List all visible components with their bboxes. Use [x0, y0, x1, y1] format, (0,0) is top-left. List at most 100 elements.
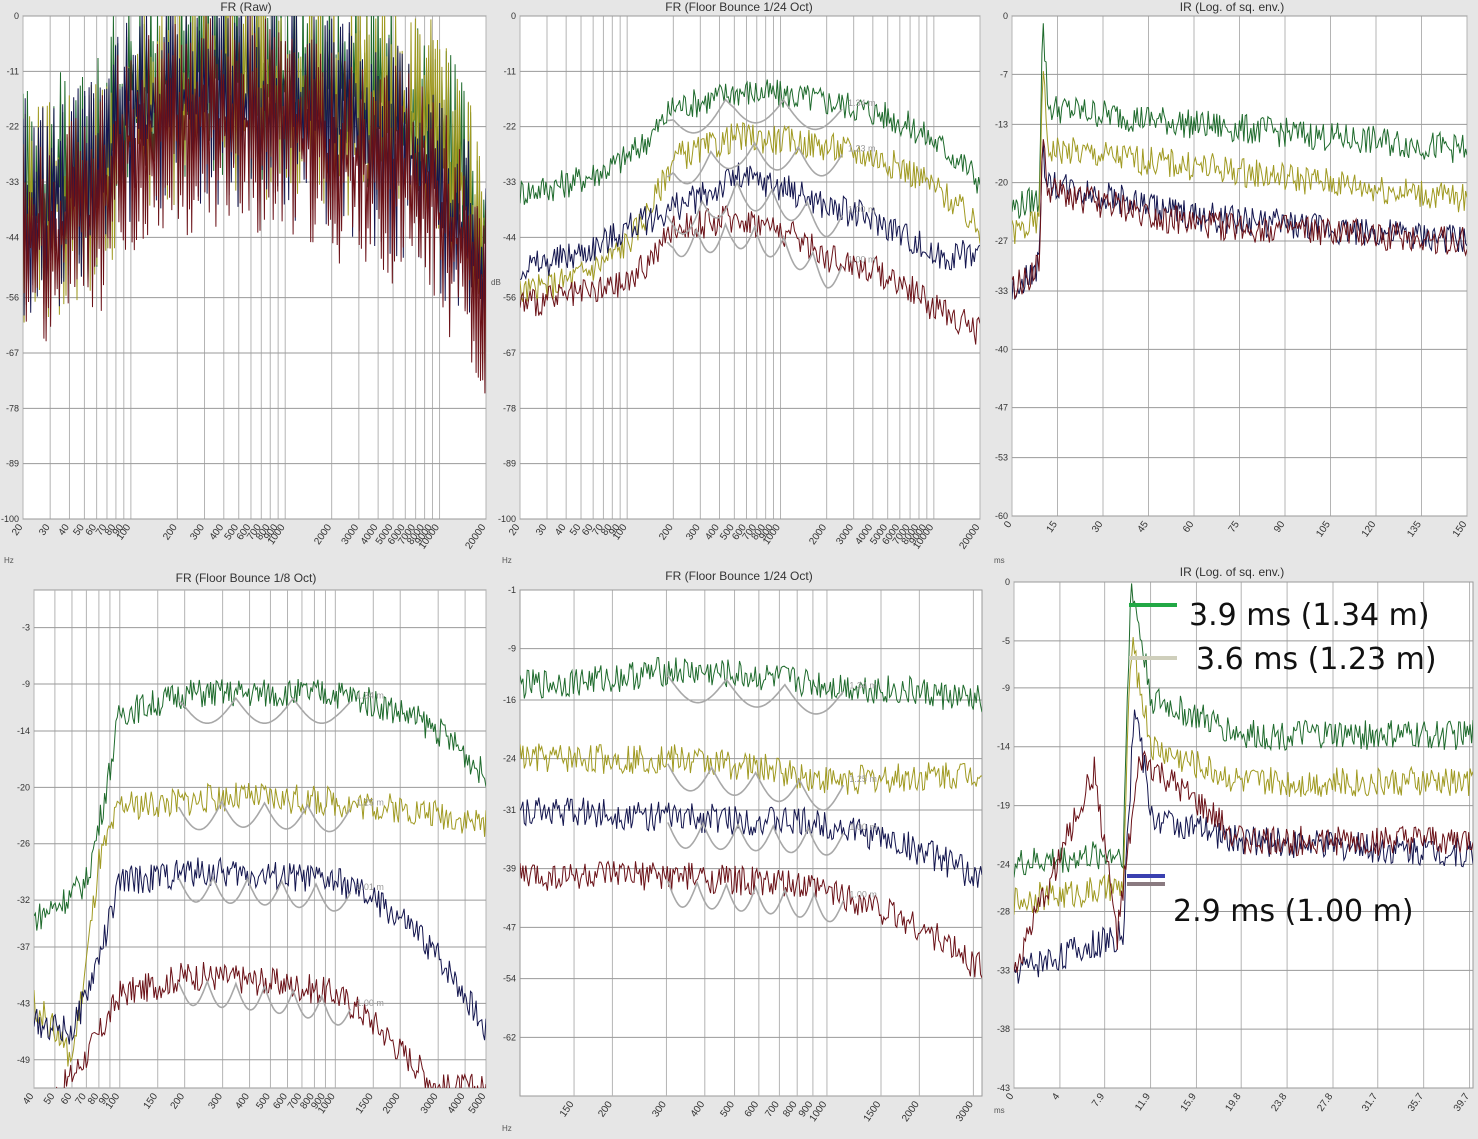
- y-tick-label: -9: [22, 679, 30, 689]
- series-line-navy: [34, 856, 486, 1045]
- floor-bounce-curve: [667, 880, 845, 923]
- chart-title: FR (Raw): [220, 0, 272, 14]
- floor-bounce-label: 1.34 m: [849, 680, 877, 690]
- annotation-delay-2: 3.6 ms (1.23 m): [1196, 642, 1437, 677]
- x-tick-label: 5000: [467, 1091, 489, 1116]
- y-tick-label: -33: [997, 965, 1010, 975]
- x-tick-label: 2000: [900, 1099, 922, 1124]
- chart-title: IR (Log. of sq. env.): [1179, 0, 1285, 14]
- y-tick-label: -9: [1002, 683, 1010, 693]
- y-tick-label: -44: [6, 232, 19, 242]
- y-tick-label: -40: [995, 344, 1008, 354]
- x-unit: ms: [994, 556, 1005, 565]
- y-tick-label: -67: [6, 348, 19, 358]
- y-tick-label: -89: [6, 459, 19, 469]
- x-tick-label: 31.7: [1360, 1091, 1380, 1114]
- x-tick-label: 3000: [340, 522, 362, 547]
- floor-bounce-label: 1.01 m: [356, 882, 384, 892]
- y-tick-label: -14: [17, 726, 30, 736]
- x-tick-label: 400: [208, 522, 227, 542]
- floor-bounce-label: 1.34 m: [848, 98, 876, 108]
- series-line-olive: [34, 782, 486, 1067]
- y-tick-label: -62: [503, 1032, 516, 1042]
- series-line-navy: [520, 797, 982, 888]
- floor-bounce-curve: [667, 763, 845, 811]
- legend-swatch-mauve: [1127, 882, 1165, 886]
- floor-bounce-label: 1.25 m: [356, 798, 384, 808]
- x-tick-label: 1500: [862, 1099, 884, 1124]
- x-tick-label: 4000: [446, 1091, 468, 1116]
- y-tick-label: -33: [6, 177, 19, 187]
- series-line-maroon: [520, 205, 980, 345]
- y-tick-label: -20: [995, 178, 1008, 188]
- y-tick-label: -43: [17, 998, 30, 1008]
- x-tick-label: 4: [1050, 1091, 1062, 1102]
- x-tick-label: 50: [42, 1091, 58, 1107]
- x-unit: Hz: [502, 556, 512, 565]
- series-line-olive: [520, 743, 982, 795]
- chart-title: IR (Log. of sq. env.): [1179, 565, 1285, 579]
- chart-ir-log-env: 0 15 30 45 60 75 90 105 120 135 150 0 -7 -13 -20 -27 -33…: [995, 11, 1470, 539]
- y-tick-label: -9: [508, 644, 516, 654]
- x-tick-label: 30: [1090, 519, 1106, 535]
- x-tick-label: 400: [233, 1091, 252, 1111]
- series-line-maroon: [56, 961, 486, 1088]
- panel-ir-log-env-zoom: IR (Log. of sq. env.) 0 4 7.9 11.9 15.9 19.8 2…: [986, 565, 1478, 1134]
- y-tick-label: -24: [997, 859, 1010, 869]
- x-tick-label: 27.8: [1315, 1091, 1335, 1114]
- series-line-maroon: [520, 860, 982, 979]
- x-tick-label: 40: [553, 522, 569, 538]
- x-tick-label: 40: [57, 522, 73, 538]
- x-tick-label: 60: [59, 1091, 75, 1107]
- x-tick-label: 105: [1314, 519, 1333, 539]
- y-tick-label: -13: [995, 119, 1008, 129]
- x-tick-label: 3000: [954, 1099, 976, 1124]
- chart-title: FR (Floor Bounce 1/8 Oct): [175, 571, 317, 585]
- y-tick-label: -14: [997, 742, 1010, 752]
- series-group: [1012, 23, 1467, 301]
- panel-fr-raw: FR (Raw) 20 30 40 50 60 70 80 90 100 200 300 400 500…: [0, 0, 492, 565]
- x-tick-label: 500: [254, 1091, 273, 1111]
- y-tick-label: -54: [503, 974, 516, 984]
- floor-bounce-curve: [178, 696, 352, 724]
- x-tick-label: 30: [37, 522, 53, 538]
- x-tick-label: 40: [21, 1091, 37, 1107]
- y-tick-label: -20: [17, 782, 30, 792]
- series-line-green: [1012, 23, 1467, 219]
- x-tick-label: 2000: [807, 522, 829, 547]
- x-tick-label: 20: [10, 522, 26, 538]
- y-tick-label: -37: [17, 942, 30, 952]
- x-tick-label: 300: [650, 1099, 669, 1119]
- floor-bounce-label: 1.23 m: [848, 143, 876, 153]
- floor-bounce-label: 1.00 m: [848, 255, 876, 265]
- floor-bounce-curve: [666, 180, 843, 238]
- x-tick-label: 90: [1272, 519, 1288, 535]
- x-tick-label: 1500: [354, 1091, 376, 1116]
- x-tick-label: 15.9: [1179, 1091, 1199, 1114]
- x-tick-label: 300: [206, 1091, 225, 1111]
- y-tick-label: -56: [503, 293, 516, 303]
- x-tick-label: 200: [657, 522, 676, 542]
- x-unit: Hz: [4, 556, 14, 565]
- y-tick-label: -43: [997, 1083, 1010, 1093]
- x-tick-label: 135: [1405, 519, 1424, 539]
- x-tick-label: 3000: [834, 522, 856, 547]
- y-tick-label: -19: [997, 801, 1010, 811]
- x-tick-label: 150: [1451, 519, 1470, 539]
- x-tick-label: 11.9: [1133, 1091, 1153, 1113]
- x-tick-label: 120: [1360, 519, 1379, 539]
- floor-bounce-label: 1.25 m: [849, 774, 877, 784]
- x-tick-label: 2000: [381, 1091, 403, 1116]
- chart-title: FR (Floor Bounce 1/24 Oct): [665, 0, 813, 14]
- x-tick-label: 15: [1045, 519, 1061, 535]
- x-tick-label: 7.9: [1090, 1091, 1107, 1109]
- y-tick-label: -33: [503, 177, 516, 187]
- series-line-green: [520, 657, 982, 713]
- series-group: [520, 657, 982, 979]
- floor-bounce-curve: [667, 98, 843, 134]
- panel-fr-floor-bounce-24: FR (Floor Bounce 1/24 Oct) 20 30 40 50 60 70 8…: [491, 0, 986, 565]
- y-tick-label: -49: [17, 1055, 30, 1065]
- x-tick-label: 0: [1004, 1091, 1016, 1102]
